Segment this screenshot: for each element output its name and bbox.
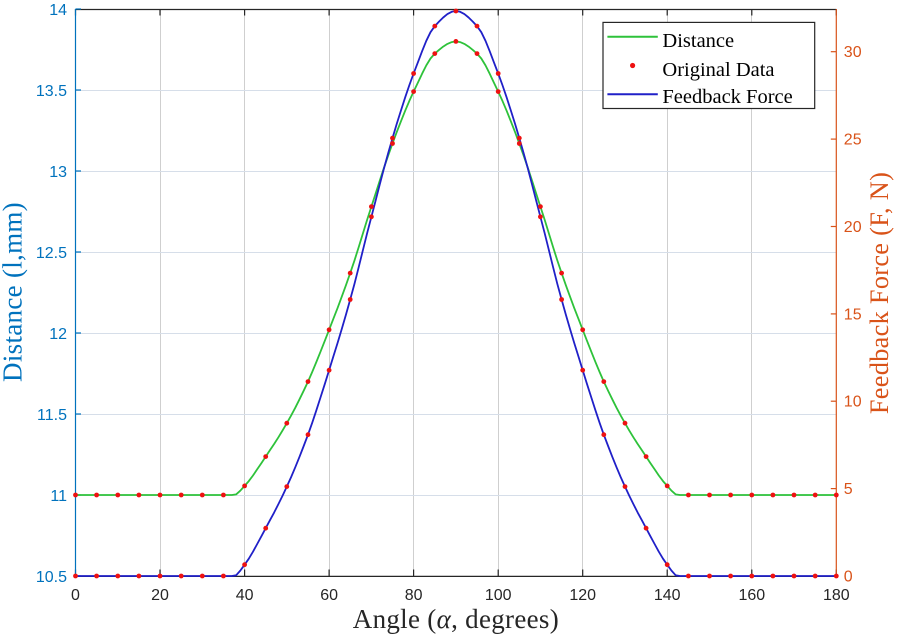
svg-text:140: 140 — [654, 587, 681, 604]
svg-text:Original Data: Original Data — [662, 59, 774, 81]
svg-text:Distance (l,mm): Distance (l,mm) — [0, 202, 28, 382]
svg-text:120: 120 — [569, 587, 596, 604]
svg-text:20: 20 — [151, 587, 169, 604]
svg-text:100: 100 — [485, 587, 512, 604]
svg-text:Feedback Force (F, N): Feedback Force (F, N) — [865, 172, 894, 414]
svg-text:180: 180 — [823, 587, 850, 604]
svg-text:14: 14 — [49, 2, 67, 19]
svg-text:0: 0 — [844, 569, 853, 586]
svg-text:12: 12 — [49, 326, 67, 343]
svg-text:30: 30 — [844, 44, 862, 61]
svg-text:60: 60 — [320, 587, 338, 604]
svg-text:20: 20 — [844, 219, 862, 236]
svg-text:40: 40 — [236, 587, 254, 604]
svg-text:10.5: 10.5 — [36, 569, 67, 586]
svg-text:25: 25 — [844, 132, 862, 149]
svg-text:15: 15 — [844, 306, 862, 323]
svg-text:Distance: Distance — [662, 30, 734, 52]
svg-text:160: 160 — [738, 587, 765, 604]
svg-text:11: 11 — [50, 488, 67, 505]
svg-text:Feedback Force: Feedback Force — [662, 86, 792, 108]
svg-text:5: 5 — [844, 481, 853, 498]
svg-text:80: 80 — [405, 587, 423, 604]
svg-text:10: 10 — [844, 394, 862, 411]
svg-text:12.5: 12.5 — [36, 245, 67, 262]
svg-text:0: 0 — [71, 587, 80, 604]
svg-text:11.5: 11.5 — [37, 407, 67, 424]
svg-text:Angle (α, degrees): Angle (α, degrees) — [353, 604, 559, 634]
svg-text:13: 13 — [49, 164, 67, 181]
svg-text:13.5: 13.5 — [36, 83, 67, 100]
